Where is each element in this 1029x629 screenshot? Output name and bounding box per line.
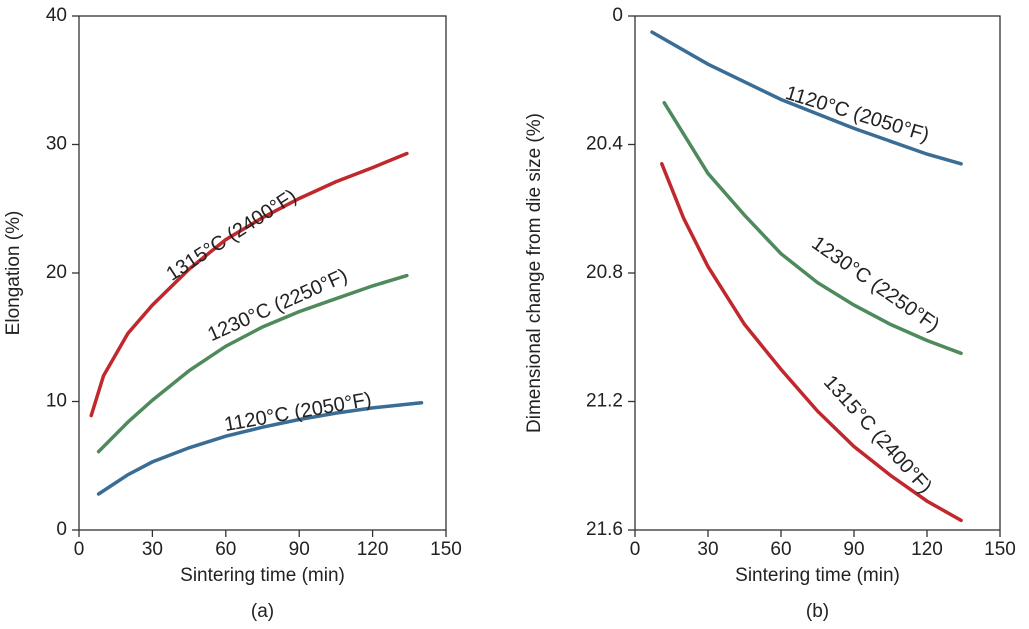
x-tick-label: 60 [215, 539, 236, 560]
x-tick-label: 150 [984, 539, 1016, 560]
y-tick-label: 21.6 [586, 519, 623, 540]
x-tick-label: 120 [911, 539, 943, 560]
y-tick-label: 0 [612, 5, 623, 26]
x-axis-label: Sintering time (min) [735, 565, 900, 586]
x-axis-label: Sintering time (min) [180, 565, 345, 586]
curve-label: 1230°C (2250°F) [204, 265, 350, 346]
y-tick-label: 30 [46, 134, 67, 155]
y-tick-label: 20.8 [586, 262, 623, 283]
x-tick-label: 90 [843, 539, 864, 560]
y-tick-label: 0 [56, 519, 67, 540]
caption: (a) [251, 601, 274, 622]
curve [89, 151, 409, 418]
x-tick-label: 150 [430, 539, 462, 560]
curve-label: 1230°C (2250°F) [807, 232, 943, 336]
y-tick-label: 40 [46, 5, 67, 26]
caption: (b) [806, 601, 829, 622]
curve [96, 273, 409, 454]
curve-label: 1120°C (2050°F) [223, 389, 374, 437]
curve-label: 1315°C (2400°F) [162, 185, 300, 285]
y-axis-label: Dimensional change from die size (%) [524, 113, 545, 433]
curve-label: 1315°C (2400°F) [819, 371, 936, 498]
curve [650, 30, 963, 166]
curve [96, 401, 424, 496]
plot-frame [78, 15, 447, 531]
x-tick-label: 0 [74, 539, 85, 560]
y-tick-label: 20 [46, 262, 67, 283]
x-tick-label: 90 [289, 539, 310, 560]
y-tick-label: 10 [46, 391, 67, 412]
x-tick-label: 30 [697, 539, 718, 560]
x-tick-label: 120 [357, 539, 389, 560]
curve [660, 162, 963, 523]
y-tick-label: 20.4 [586, 134, 623, 155]
curve [662, 100, 963, 356]
y-axis-label: Elongation (%) [3, 211, 24, 336]
y-tick-label: 21.2 [586, 391, 623, 412]
curve-label: 1120°C (2050°F) [783, 82, 932, 147]
x-tick-label: 0 [630, 539, 641, 560]
x-tick-label: 30 [142, 539, 163, 560]
x-tick-label: 60 [770, 539, 791, 560]
